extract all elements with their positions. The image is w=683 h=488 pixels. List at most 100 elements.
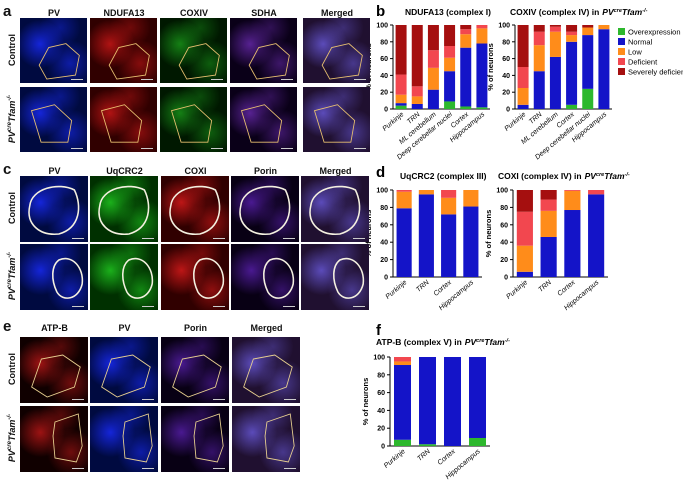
bar-segment-deficient [566, 31, 578, 36]
genotype-label: PVcreTfam-/- [7, 252, 17, 300]
scale-bar [72, 238, 84, 239]
scale-bar [281, 148, 293, 149]
y-tick-label: 100 [496, 188, 508, 195]
bar-segment-low [394, 361, 411, 366]
bar-segment-overexpression [476, 107, 488, 109]
cell-outline [108, 43, 150, 80]
scale-bar [71, 79, 83, 80]
bar-segment-deficient [396, 190, 412, 192]
y-axis-label: % of neurons [486, 43, 495, 91]
bar-segment-low [396, 191, 412, 209]
legend-swatch [618, 58, 625, 65]
row-label: Control [7, 33, 17, 66]
legend-label: Severely deficient [628, 68, 683, 77]
chart-title: COXIV (complex IV) in PVcreTfam-/- [510, 7, 648, 17]
column-header: NDUFA13 [103, 8, 145, 18]
cell-outline [243, 354, 293, 398]
y-tick-label: 100 [498, 23, 510, 30]
y-tick-label: 20 [380, 90, 388, 97]
scale-bar [213, 399, 225, 400]
y-tick-label: 40 [380, 240, 388, 247]
y-tick-label: 0 [384, 107, 388, 114]
scale-bar [353, 238, 365, 239]
bar-segment-normal [463, 206, 479, 277]
bar-segment-severely-deficient [517, 25, 529, 67]
x-tick-label: Cortex [556, 279, 577, 298]
genotype-sup1: cre [7, 121, 13, 131]
scale-bar [142, 306, 154, 307]
bar-segment-overexpression [582, 88, 594, 109]
y-axis-label: % of neurons [361, 378, 370, 426]
micrograph-coxiv-control [160, 18, 227, 83]
bar-segment-severely-deficient [427, 25, 439, 51]
bar-segment-normal [533, 71, 545, 109]
x-tick-label: TRN [537, 279, 553, 294]
genotype-label: PVcreTfam-/- [7, 414, 17, 462]
chart-d2: COXI (complex IV) in PVcreTfam-/- 0 20 40 60 8… [484, 171, 630, 312]
cell-outline [193, 413, 224, 463]
scale-bar [353, 306, 365, 307]
cell-outline [263, 257, 295, 299]
bar-segment-low [463, 190, 479, 207]
x-tick-label: Purkinje [503, 111, 527, 133]
legend-label: Deficient [628, 58, 658, 67]
bar-segment-low [395, 94, 407, 104]
genotype-mid: Tfam [7, 100, 17, 122]
bar-segment-overexpression [460, 106, 472, 109]
scale-bar [284, 399, 296, 400]
bar-segment-normal [441, 214, 457, 277]
micrograph-merged-control [232, 337, 300, 403]
cell-outline [122, 413, 153, 463]
y-tick-label: 20 [500, 257, 508, 264]
y-tick-label: 20 [377, 426, 385, 433]
bar-segment-deficient [427, 50, 439, 68]
bar-segment-deficient [540, 199, 557, 211]
cell-outline [239, 185, 291, 235]
genotype-sup1: cre [7, 441, 13, 451]
y-tick-label: 0 [504, 275, 508, 282]
y-tick-label: 60 [380, 56, 388, 63]
cell-outline [333, 257, 365, 299]
y-tick-label: 60 [502, 56, 510, 63]
y-axis-label: % of neurons [484, 210, 493, 258]
bar-segment-deficient [444, 46, 456, 58]
bar-segment-severely-deficient [540, 190, 557, 200]
bar-segment-low [460, 34, 472, 48]
bar-segment-severely-deficient [444, 25, 456, 46]
column-header: ATP-B [41, 323, 68, 333]
bar-segment-deficient [516, 211, 533, 246]
micrograph-pv-control [20, 18, 87, 83]
bar-segment-low [444, 57, 456, 72]
micrograph-porin-control [161, 337, 229, 403]
y-tick-label: 0 [506, 107, 510, 114]
micrograph-pv-mutant [20, 244, 88, 310]
scale-bar [283, 238, 295, 239]
bar-segment-severely-deficient [533, 25, 545, 32]
bar-segment-deficient [588, 190, 605, 195]
bar-segment-normal [394, 365, 411, 440]
genotype-label: PVcreTfam-/- [7, 94, 17, 142]
column-header: Porin [253, 166, 277, 176]
bar-segment-low [441, 197, 457, 215]
bar-segment-low [533, 45, 545, 72]
genotype-mid: Tfam [7, 257, 17, 280]
cell-outline [170, 104, 213, 143]
micrograph-merged-mutant [303, 87, 370, 152]
bar-segment-normal [395, 103, 407, 106]
bar-segment-low [516, 245, 533, 272]
bar-segment-normal [444, 71, 456, 102]
column-header: SDHA [251, 8, 277, 18]
cell-outline [248, 43, 290, 80]
bar-segment-low [564, 190, 581, 211]
y-tick-label: 80 [380, 39, 388, 46]
bar-segment-normal [540, 236, 557, 277]
y-tick-label: 80 [377, 372, 385, 379]
scale-bar [211, 148, 223, 149]
genotype-main: PV [7, 288, 17, 301]
micrograph-uqcrc2-mutant [90, 244, 158, 310]
bar-segment-normal [469, 357, 486, 438]
scale-bar [211, 79, 223, 80]
y-tick-label: 20 [502, 90, 510, 97]
